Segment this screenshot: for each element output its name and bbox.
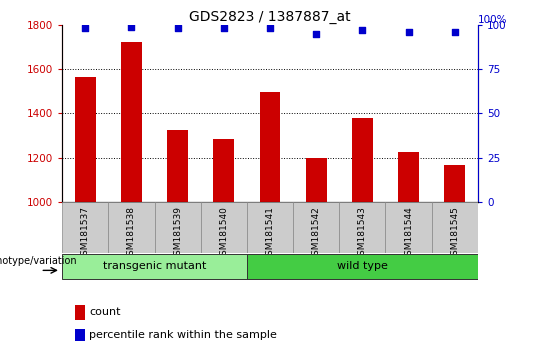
Bar: [306, 158, 327, 202]
Bar: [121, 42, 142, 202]
Text: GSM181541: GSM181541: [266, 206, 274, 261]
Bar: [247, 202, 293, 253]
Bar: [398, 152, 419, 202]
Bar: [75, 77, 96, 202]
Bar: [339, 202, 386, 253]
Text: transgenic mutant: transgenic mutant: [103, 261, 206, 272]
Bar: [213, 139, 234, 202]
Point: [266, 25, 274, 31]
Text: percentile rank within the sample: percentile rank within the sample: [89, 330, 277, 339]
Bar: [247, 253, 478, 279]
Bar: [75, 305, 85, 320]
Point: [450, 29, 459, 35]
Text: wild type: wild type: [337, 261, 388, 272]
Text: GSM181540: GSM181540: [219, 206, 228, 261]
Point: [312, 31, 321, 36]
Point: [219, 25, 228, 31]
Text: GSM181542: GSM181542: [312, 206, 321, 261]
Bar: [444, 165, 465, 202]
Text: GSM181539: GSM181539: [173, 206, 182, 261]
Text: GSM181537: GSM181537: [80, 206, 90, 261]
Point: [404, 29, 413, 35]
Bar: [431, 202, 478, 253]
Title: GDS2823 / 1387887_at: GDS2823 / 1387887_at: [189, 10, 351, 24]
Point: [81, 25, 90, 31]
Text: 100%: 100%: [478, 15, 508, 25]
Text: GSM181543: GSM181543: [358, 206, 367, 261]
Bar: [386, 202, 431, 253]
Text: GSM181538: GSM181538: [127, 206, 136, 261]
Bar: [109, 202, 154, 253]
Bar: [167, 130, 188, 202]
Bar: [260, 92, 280, 202]
Point: [358, 27, 367, 33]
Text: GSM181545: GSM181545: [450, 206, 460, 261]
Point: [173, 25, 182, 31]
Bar: [201, 202, 247, 253]
Text: GSM181544: GSM181544: [404, 206, 413, 261]
Bar: [352, 118, 373, 202]
Point: [127, 24, 136, 29]
Text: count: count: [89, 307, 120, 317]
Bar: [154, 202, 201, 253]
Bar: [75, 329, 85, 341]
Text: genotype/variation: genotype/variation: [0, 256, 77, 266]
Bar: [293, 202, 339, 253]
Bar: [62, 253, 247, 279]
Bar: [62, 202, 109, 253]
